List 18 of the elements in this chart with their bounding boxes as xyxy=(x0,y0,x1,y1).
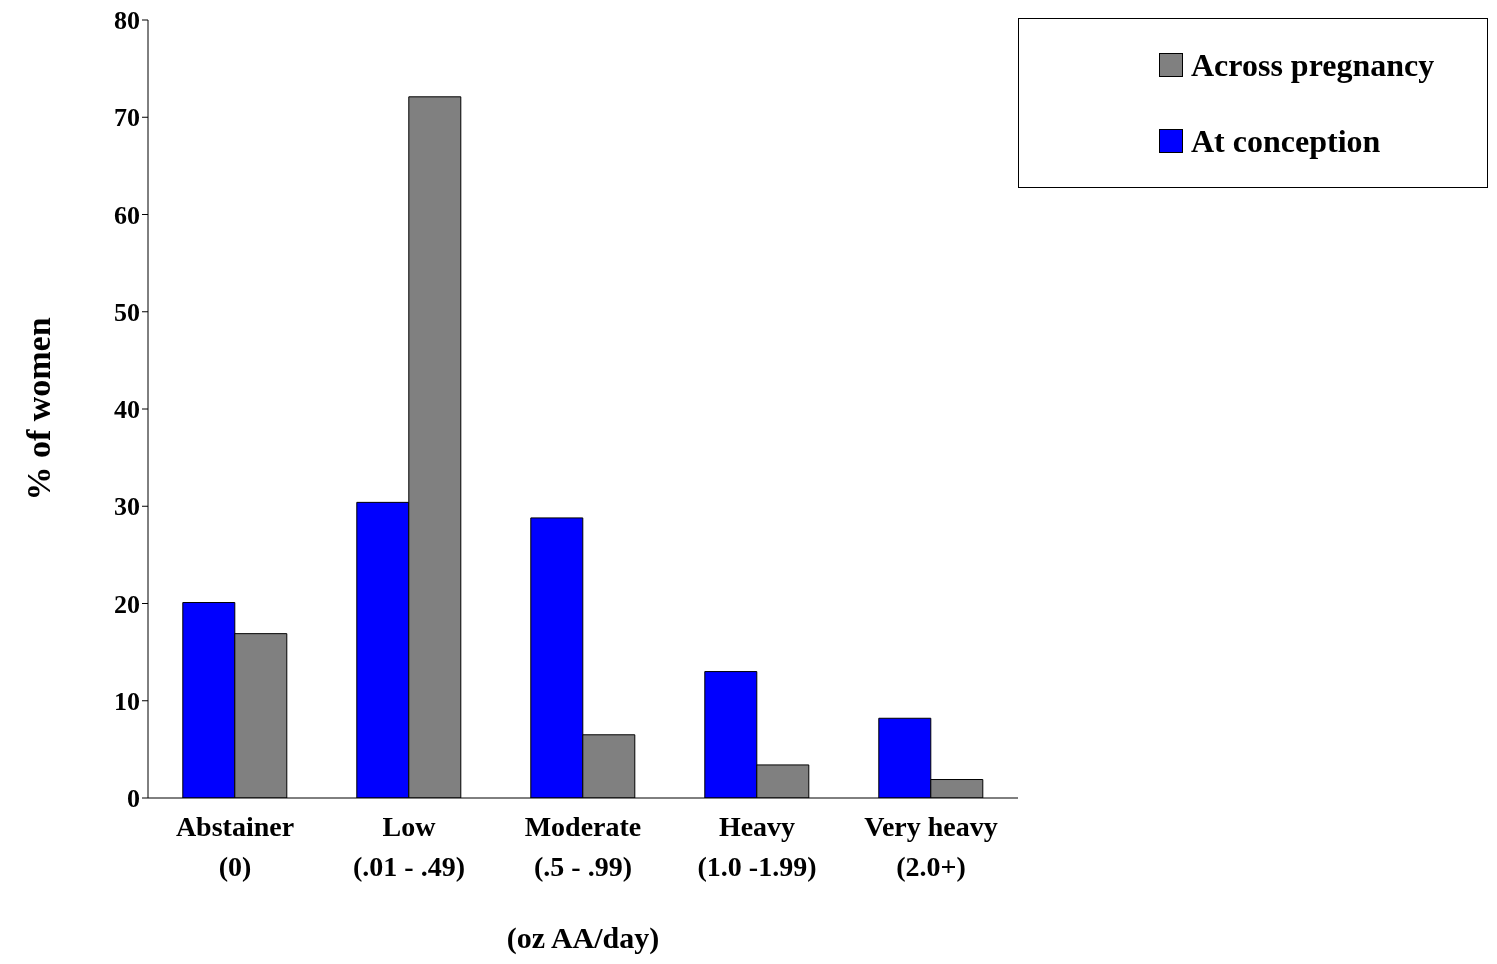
y-tick-label: 20 xyxy=(114,589,140,619)
x-axis-title: (oz AA/day) xyxy=(506,921,660,955)
x-tick-label: Abstainer (0) xyxy=(175,811,295,882)
y-tick-label: 70 xyxy=(114,103,140,133)
y-tick-label: 10 xyxy=(114,686,140,716)
y-tick-label: 0 xyxy=(127,784,140,814)
y-tick-label: 60 xyxy=(114,200,140,230)
x-tick-label: Moderate (.5 - .99) xyxy=(524,811,642,882)
y-tick-label: 80 xyxy=(114,6,140,36)
legend-label: At conception xyxy=(1190,121,1382,161)
x-tick-label: Heavy (1.0 -1.99) xyxy=(697,811,817,882)
y-tick-label: 30 xyxy=(114,492,140,522)
y-tick-label: 50 xyxy=(114,297,140,327)
legend-label: Across pregnancy xyxy=(1190,45,1436,85)
y-tick-label: 40 xyxy=(114,395,140,425)
y-axis-title: % of women xyxy=(20,317,58,501)
x-tick-label: Low (.01 - .49) xyxy=(353,811,465,882)
x-tick-label: Very heavy (2.0+) xyxy=(864,811,998,882)
